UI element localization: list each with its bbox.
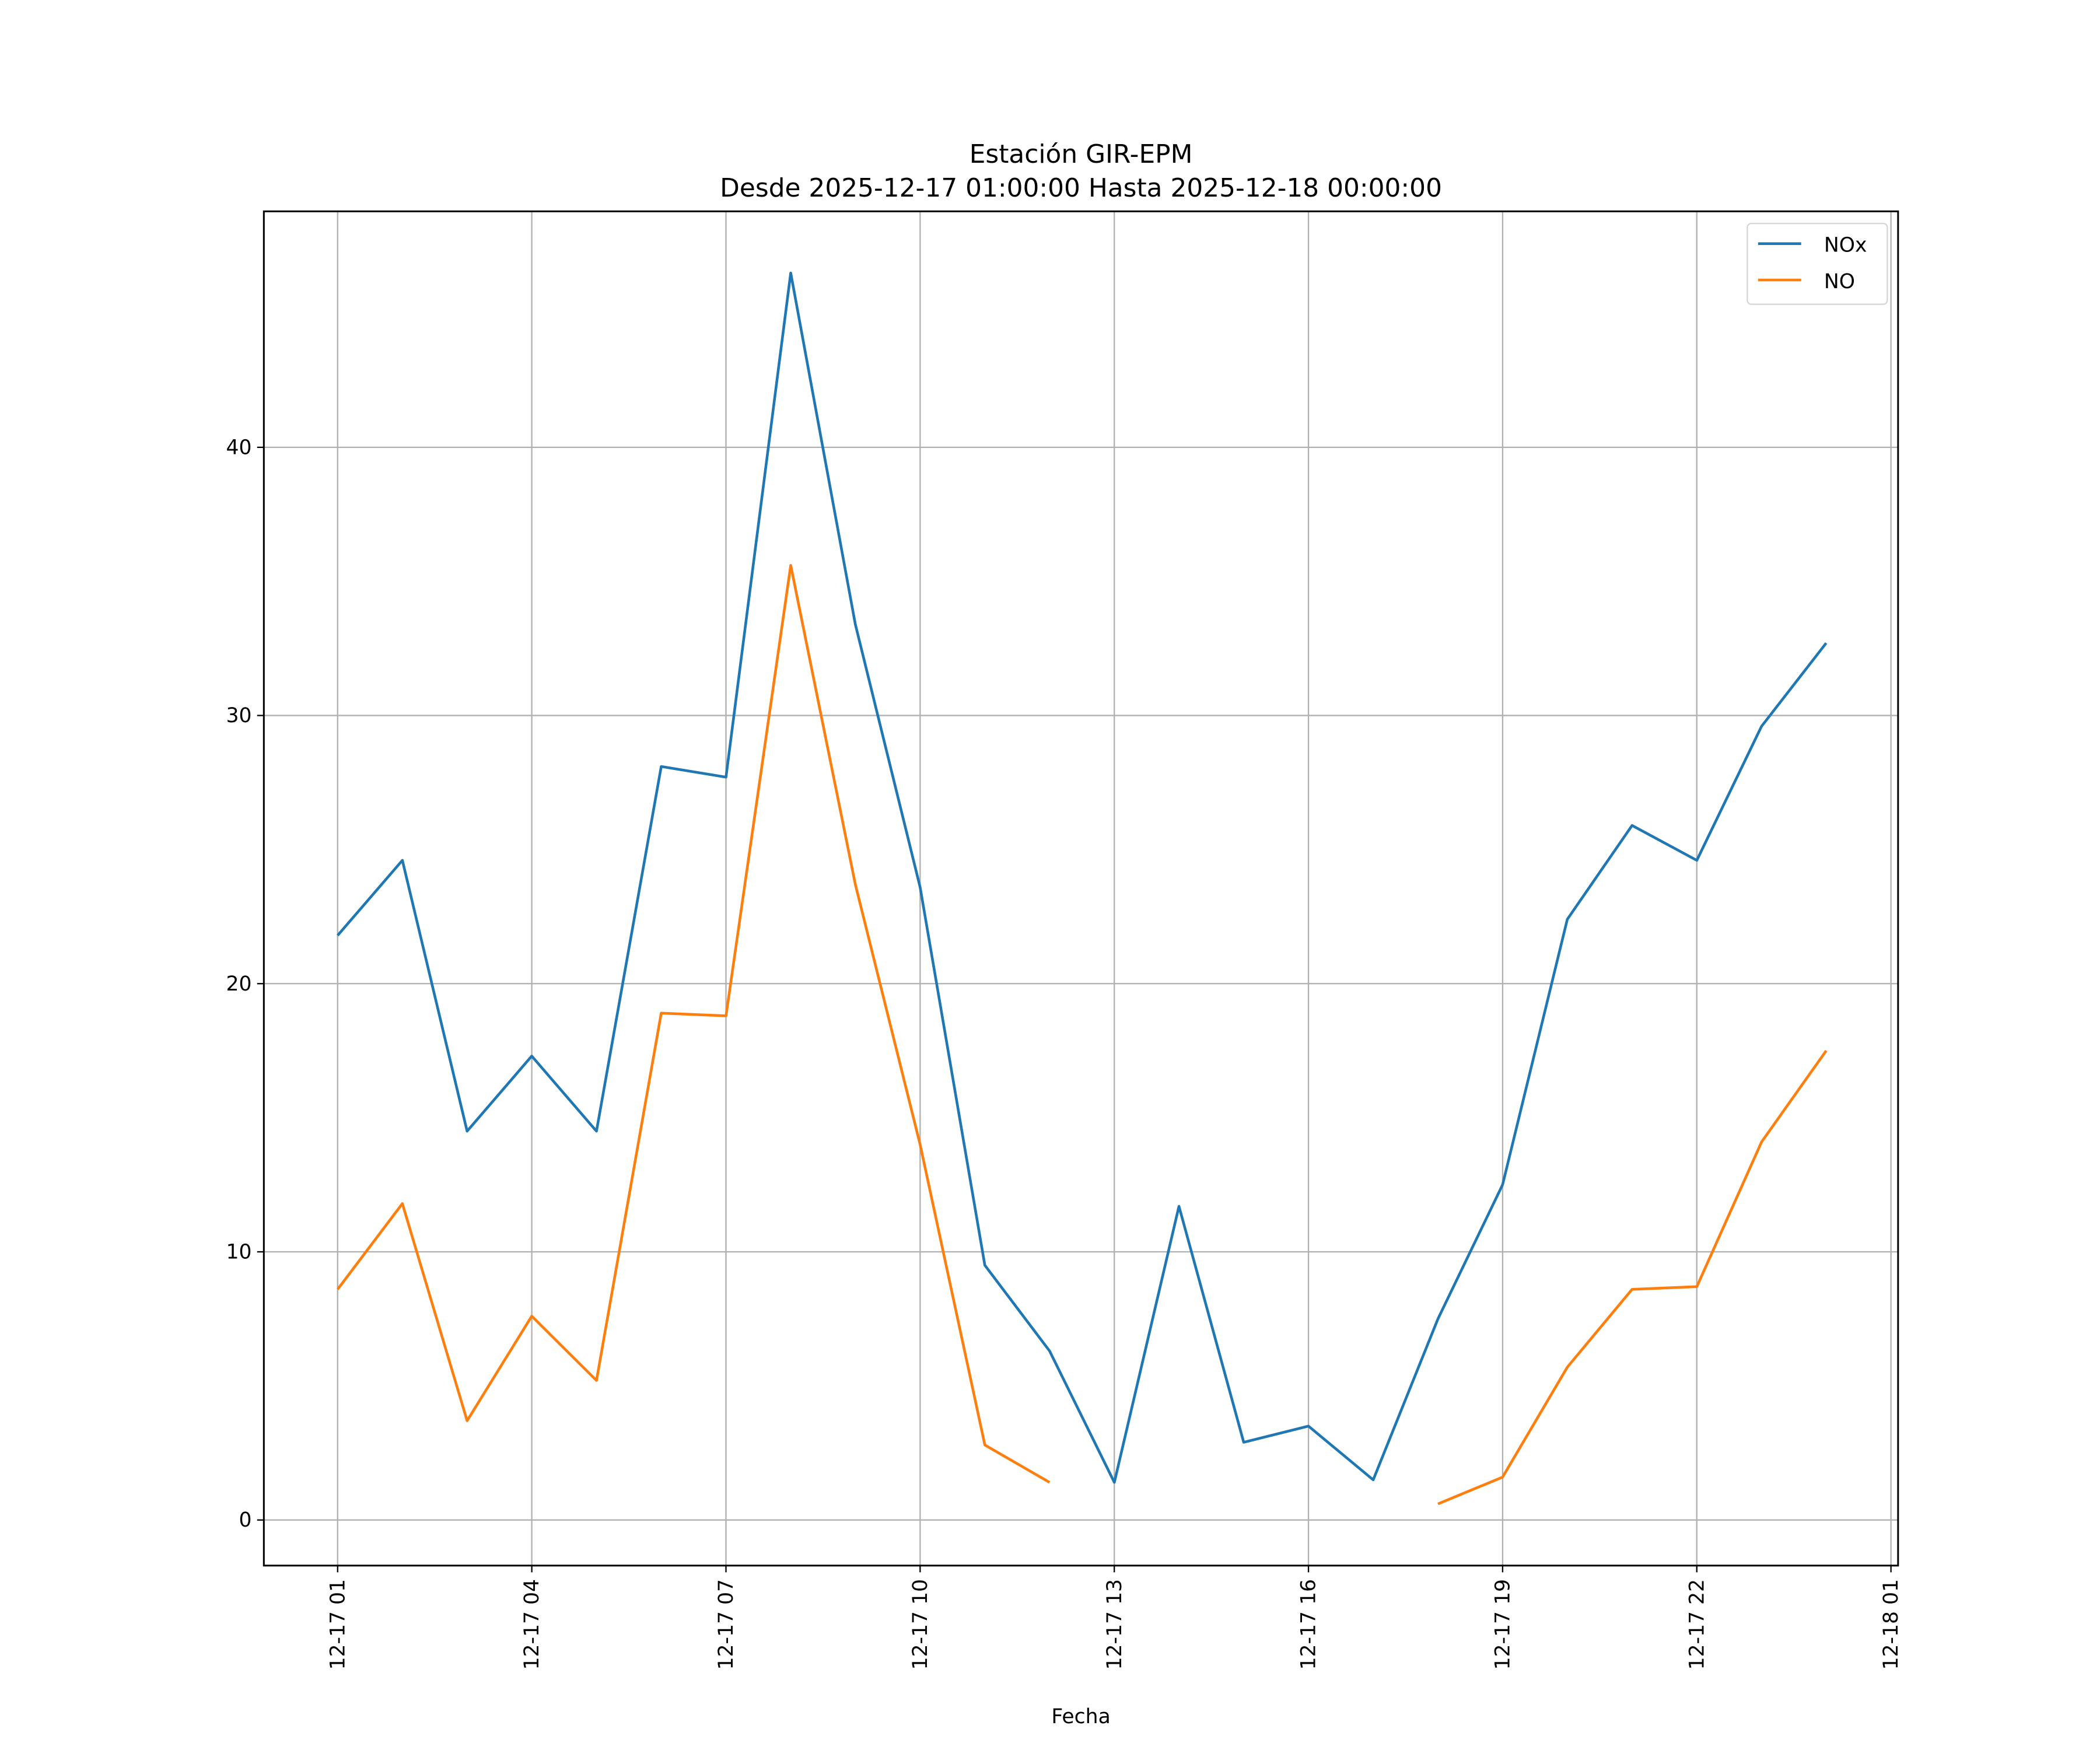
x-tick-label: 12-17 01 bbox=[326, 1579, 349, 1670]
x-tick-label: 12-17 13 bbox=[1103, 1579, 1126, 1670]
y-axis: 0 10 20 30 40 bbox=[226, 436, 264, 1532]
x-axis-label: Fecha bbox=[1051, 1705, 1110, 1728]
x-tick-label: 12-17 22 bbox=[1685, 1579, 1709, 1670]
y-tick-label: 40 bbox=[226, 436, 251, 459]
x-tick-label: 12-17 07 bbox=[715, 1579, 738, 1670]
x-tick-label: 12-17 16 bbox=[1297, 1579, 1321, 1670]
x-tick-label: 12-18 01 bbox=[1880, 1579, 1903, 1670]
plot-frame bbox=[262, 210, 1899, 1567]
chart-subtitle: Desde 2025-12-17 01:00:00 Hasta 2025-12-… bbox=[720, 173, 1442, 203]
y-tick-label: 0 bbox=[239, 1508, 252, 1532]
series-line-no bbox=[336, 564, 1828, 1506]
legend-label-nox: NOx bbox=[1824, 234, 1867, 257]
x-tick-label: 12-17 19 bbox=[1491, 1579, 1514, 1670]
grid-lines bbox=[264, 211, 1898, 1566]
x-tick-label: 12-17 04 bbox=[520, 1579, 544, 1670]
chart-title: Estación GIR-EPM bbox=[970, 139, 1193, 169]
x-axis: 12-17 01 12-17 04 12-17 07 12-17 10 12-17 13… bbox=[326, 1565, 1903, 1670]
x-tick-label: 12-17 10 bbox=[909, 1579, 932, 1670]
legend-label-no: NO bbox=[1824, 270, 1855, 293]
legend: NOx NO bbox=[1746, 222, 1888, 305]
y-tick-label: 30 bbox=[226, 704, 251, 727]
y-tick-label: 10 bbox=[226, 1241, 251, 1264]
series-line-nox bbox=[337, 271, 1828, 1484]
series-lines bbox=[336, 271, 1828, 1506]
y-tick-label: 20 bbox=[226, 972, 251, 996]
